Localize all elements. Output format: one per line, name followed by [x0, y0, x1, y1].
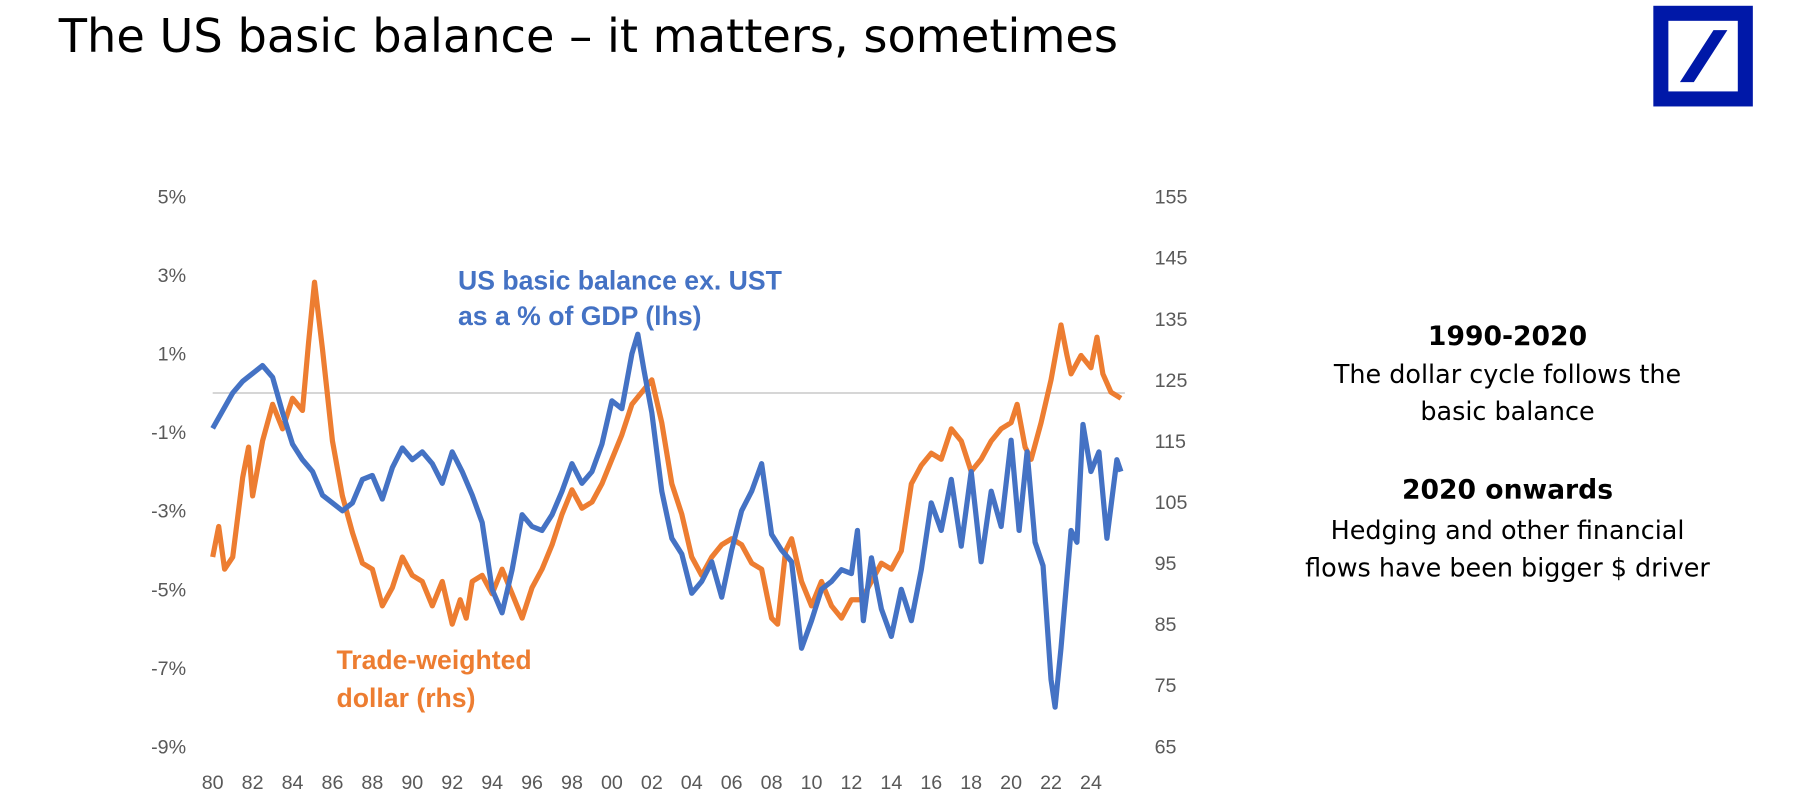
page-title: The US basic balance – it matters, somet… — [58, 9, 1118, 63]
series-label-balance-1: US basic balance ex. UST — [458, 265, 782, 295]
series-label-dollar-2: dollar (rhs) — [337, 683, 476, 713]
right-axis-tick: 145 — [1155, 248, 1188, 270]
x-axis-tick: 10 — [801, 772, 823, 794]
x-axis-tick: 20 — [1000, 772, 1022, 794]
series-label-balance-2: as a % of GDP (lhs) — [458, 301, 701, 331]
period2-line2: flows have been bigger $ driver — [1305, 553, 1710, 583]
x-axis-tick: 14 — [880, 772, 902, 794]
right-axis-tick: 95 — [1155, 553, 1177, 575]
right-axis-tick: 125 — [1155, 370, 1188, 392]
right-axis-tick: 135 — [1155, 309, 1188, 331]
x-axis-tick: 94 — [481, 772, 503, 794]
right-axis-tick: 65 — [1155, 736, 1177, 758]
x-axis-tick: 04 — [681, 772, 703, 794]
left-axis-tick: -7% — [151, 658, 186, 680]
x-axis-tick: 18 — [960, 772, 982, 794]
right-axis-tick: 85 — [1155, 614, 1177, 636]
period2-line1: Hedging and other financial — [1331, 516, 1685, 546]
x-axis-tick: 22 — [1040, 772, 1062, 794]
right-axis-tick: 75 — [1155, 675, 1177, 697]
x-axis-tick: 00 — [601, 772, 623, 794]
x-axis-tick: 92 — [441, 772, 463, 794]
x-axis-tick: 24 — [1080, 772, 1102, 794]
period2-heading: 2020 onwards — [1402, 475, 1613, 506]
annotation-panel: 1990-2020 The dollar cycle follows the b… — [1305, 321, 1710, 583]
right-axis-tick: 155 — [1155, 187, 1188, 209]
x-axis-tick: 98 — [561, 772, 583, 794]
left-axis-tick: -9% — [151, 736, 186, 758]
x-axis-tick: 84 — [282, 772, 304, 794]
deutsche-bank-logo — [1653, 5, 1753, 107]
x-axis-tick: 96 — [521, 772, 543, 794]
x-axis-tick: 88 — [361, 772, 383, 794]
basic-balance-line — [210, 331, 1124, 710]
x-axis-tick: 82 — [242, 772, 264, 794]
left-axis-tick: -5% — [151, 579, 186, 601]
x-axis-tick: 90 — [401, 772, 423, 794]
x-axis-tick: 12 — [840, 772, 862, 794]
x-axis-tick: 86 — [322, 772, 344, 794]
right-axis-tick: 105 — [1155, 492, 1188, 514]
series-label-dollar-1: Trade-weighted — [337, 645, 532, 675]
x-axis-tick: 80 — [202, 772, 224, 794]
x-axis-tick: 16 — [920, 772, 942, 794]
left-axis-tick: 3% — [158, 265, 186, 287]
left-axis-tick: -3% — [151, 501, 186, 523]
right-axis-tick: 115 — [1155, 431, 1186, 453]
dollar-line — [210, 279, 1123, 627]
x-axis-tick: 06 — [721, 772, 743, 794]
x-axis-tick: 08 — [761, 772, 783, 794]
left-axis-tick: 5% — [158, 187, 186, 209]
left-axis-tick: -1% — [151, 422, 186, 444]
period1-heading: 1990-2020 — [1428, 321, 1587, 352]
x-axis-tick: 02 — [641, 772, 663, 794]
period1-line2: basic balance — [1420, 397, 1594, 427]
period1-line1: The dollar cycle follows the — [1333, 360, 1681, 390]
left-axis-tick: 1% — [158, 344, 186, 366]
